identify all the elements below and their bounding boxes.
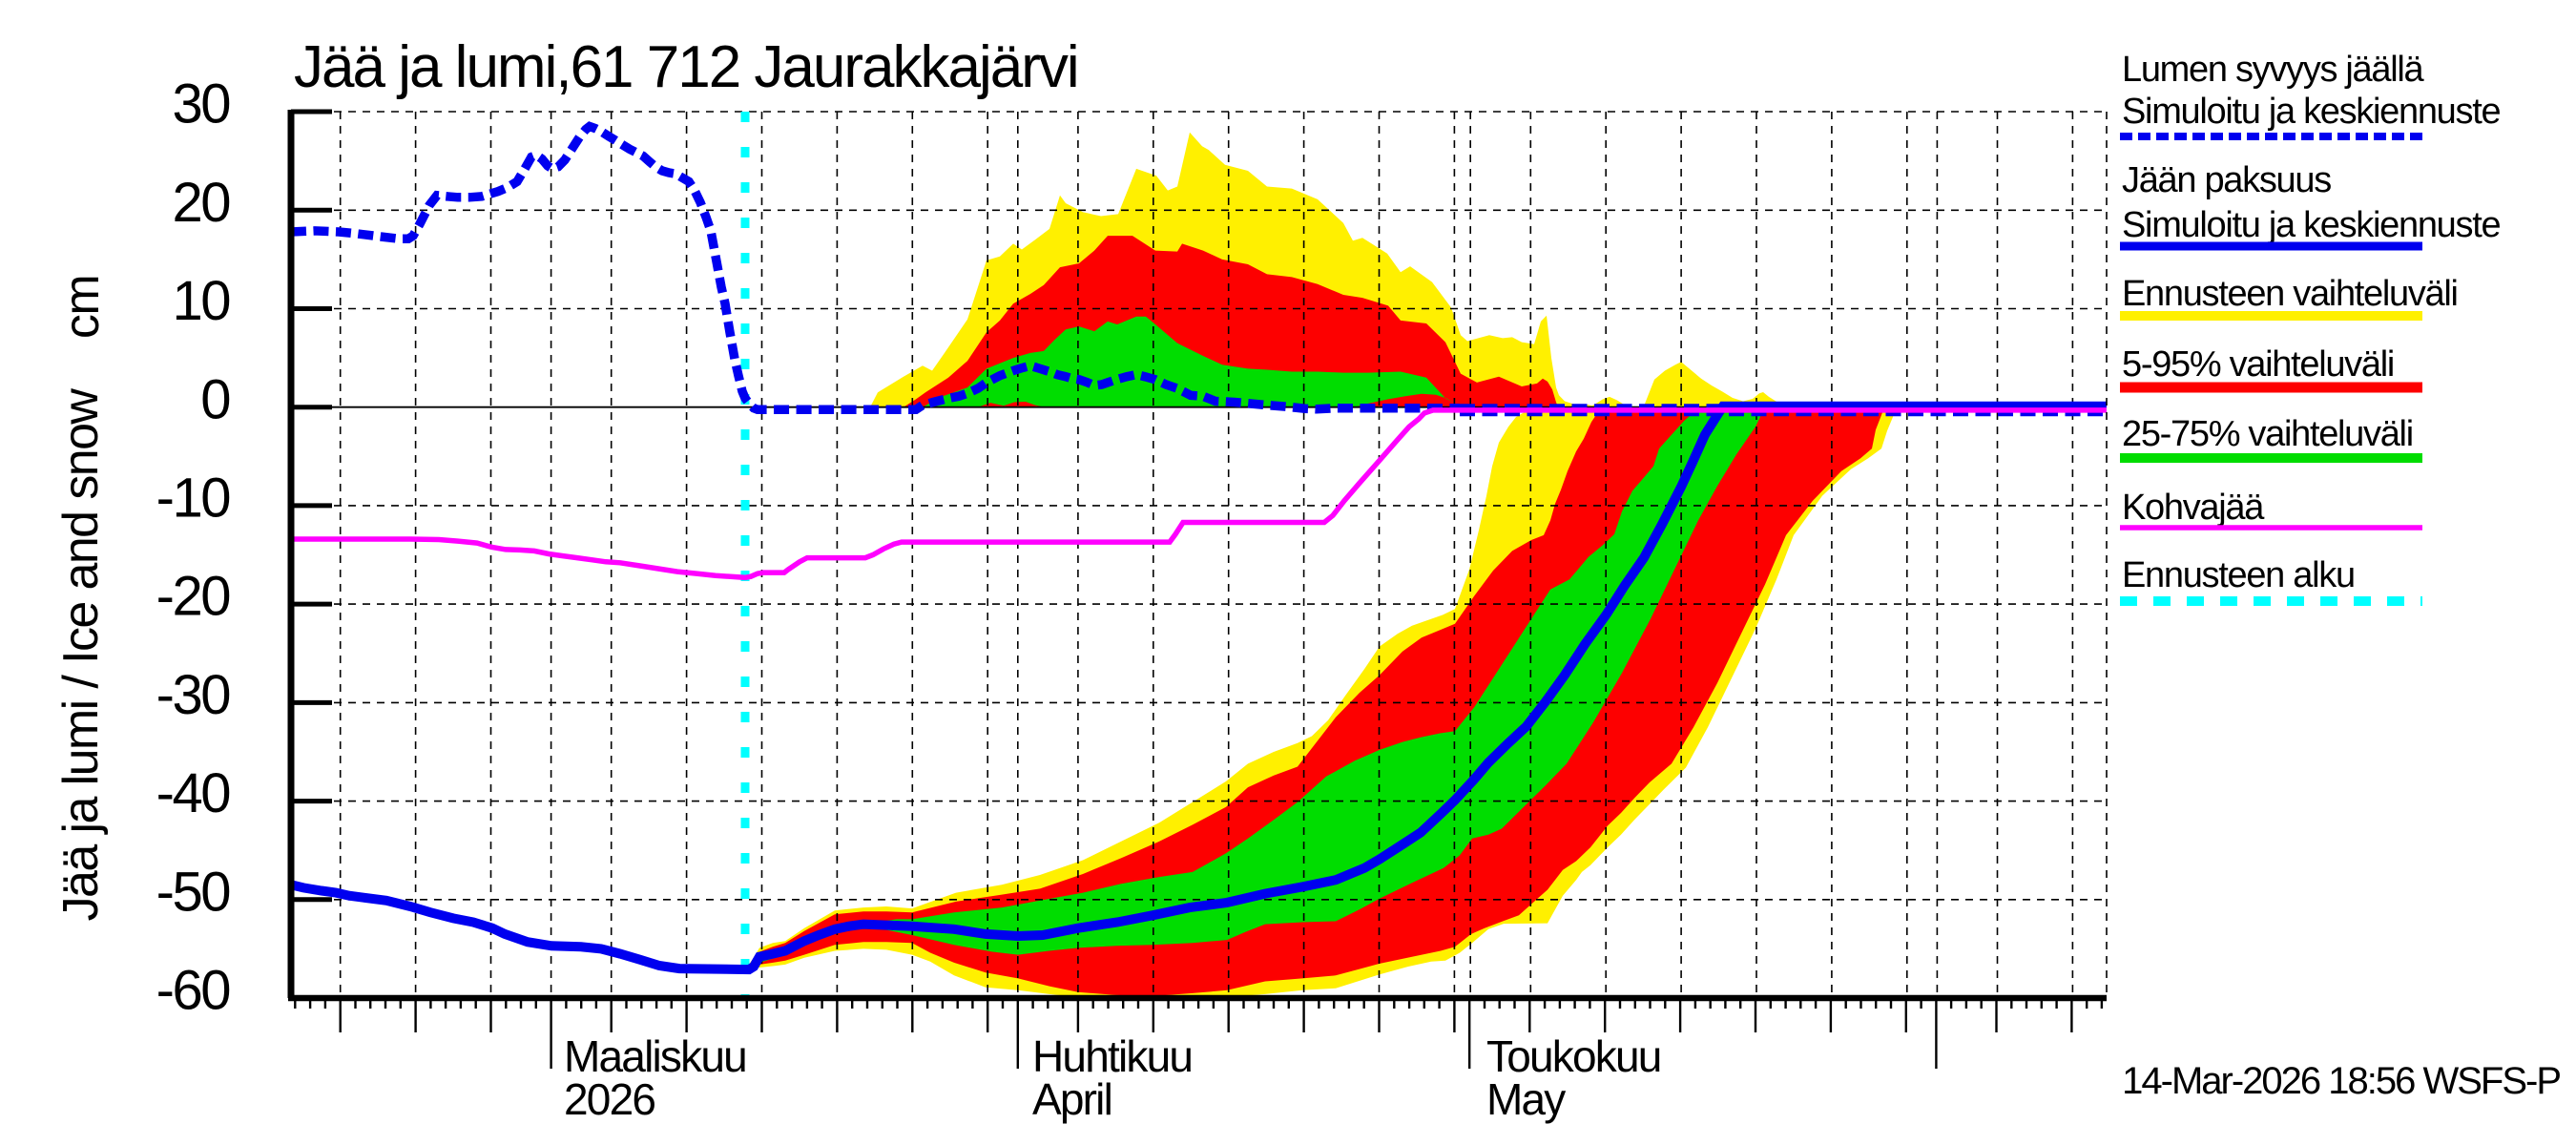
svg-text:Jää ja lumi / Ice and snow: Jää ja lumi / Ice and snow — [53, 388, 109, 922]
svg-text:5-95% vaihteluväli: 5-95% vaihteluväli — [2122, 344, 2394, 385]
svg-text:Lumen syvyys jäällä: Lumen syvyys jäällä — [2122, 50, 2424, 90]
svg-text:14-Mar-2026 18:56 WSFS-P: 14-Mar-2026 18:56 WSFS-P — [2122, 1060, 2560, 1102]
svg-text:Kohvajää: Kohvajää — [2122, 488, 2265, 528]
svg-text:Jää ja lumi,61 712 Jaurakkajär: Jää ja lumi,61 712 Jaurakkajärvi — [294, 34, 1078, 100]
svg-text:-60: -60 — [156, 960, 230, 1022]
svg-text:May: May — [1486, 1074, 1566, 1124]
svg-text:0: 0 — [200, 368, 229, 430]
svg-text:-50: -50 — [156, 861, 230, 923]
svg-text:-20: -20 — [156, 566, 230, 628]
svg-text:20: 20 — [172, 172, 229, 234]
svg-text:Ennusteen vaihteluväli: Ennusteen vaihteluväli — [2122, 274, 2458, 314]
svg-text:Jään paksuus: Jään paksuus — [2122, 160, 2331, 200]
svg-text:Maaliskuu: Maaliskuu — [564, 1031, 746, 1081]
svg-text:-30: -30 — [156, 664, 230, 726]
svg-text:April: April — [1032, 1074, 1111, 1124]
svg-text:10: 10 — [172, 270, 229, 332]
svg-text:-10: -10 — [156, 468, 230, 530]
svg-text:-40: -40 — [156, 762, 230, 824]
svg-text:Huhtikuu: Huhtikuu — [1032, 1031, 1192, 1081]
svg-text:Simuloitu ja keskiennuste: Simuloitu ja keskiennuste — [2122, 205, 2500, 245]
svg-text:Toukokuu: Toukokuu — [1486, 1031, 1661, 1081]
svg-text:25-75% vaihteluväli: 25-75% vaihteluväli — [2122, 414, 2413, 454]
svg-text:30: 30 — [172, 73, 229, 135]
svg-text:cm: cm — [54, 276, 110, 339]
svg-text:Simuloitu ja keskiennuste: Simuloitu ja keskiennuste — [2122, 92, 2500, 132]
svg-text:2026: 2026 — [564, 1074, 654, 1124]
svg-text:Ennusteen alku: Ennusteen alku — [2122, 555, 2355, 595]
